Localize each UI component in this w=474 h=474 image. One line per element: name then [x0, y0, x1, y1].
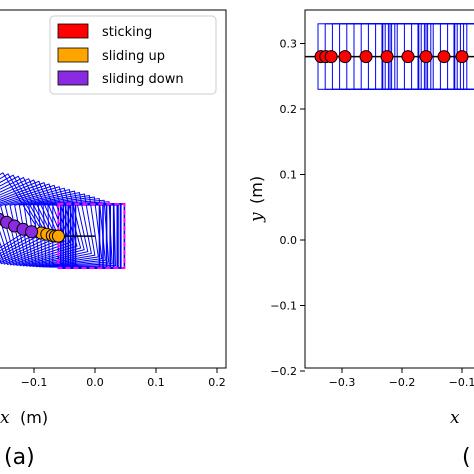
- data-point-sticking: [455, 50, 469, 64]
- data-point-sticking: [380, 50, 394, 64]
- panel-b-points: [314, 50, 469, 64]
- data-point-sticking: [419, 50, 433, 64]
- legend-box: [49, 15, 217, 95]
- x-tick-label: −0.3: [329, 376, 356, 389]
- pusher-box: [0, 182, 67, 265]
- pusher-box: [18, 193, 96, 267]
- data-point-sticking: [338, 50, 352, 64]
- legend-label-sticking: sticking: [102, 25, 152, 40]
- panel-a-points: [0, 212, 65, 243]
- panel-b-label: (: [462, 445, 471, 470]
- panel-b-ylabel-unit: (m): [247, 176, 266, 204]
- panel-b-x-ticks: −0.3−0.2−0.1−0: [329, 368, 474, 389]
- legend-swatch-sliding-down: [57, 70, 89, 86]
- data-point-sticking: [324, 50, 338, 64]
- data-point-sliding-up: [51, 229, 65, 243]
- legend-swatch-sliding-up: [57, 47, 89, 63]
- legend-swatch-sticking: [57, 23, 89, 39]
- panel-a-plot: −0.1 0.0 0.1 0.2 x (m) (a) sticking sliding…: [0, 9, 227, 470]
- panel-b-y-ticks: −0.2 −0.1 0.0 0.1 0.2 0.3: [270, 38, 305, 378]
- pusher-box: [0, 180, 64, 265]
- pusher-box: [0, 178, 56, 264]
- x-tick-label: −0.1: [449, 376, 474, 389]
- legend-label-sliding-down: sliding down: [102, 72, 184, 87]
- y-tick-label: 0.3: [280, 38, 298, 51]
- legend: sticking sliding up sliding down: [49, 15, 217, 95]
- y-tick-label: −0.2: [270, 365, 297, 378]
- panel-b-plot: −0.3−0.2−0.1−0 −0.2−0.10.00.10.20.3 y (m…: [247, 9, 474, 470]
- legend-label-sliding-up: sliding up: [102, 49, 165, 64]
- pusher-box: [0, 176, 52, 264]
- data-point-sticking: [437, 50, 451, 64]
- panel-a-frame: [0, 9, 227, 369]
- panel-b-frame: [304, 9, 474, 369]
- panel-a-x-ticks: −0.1 0.0 0.1 0.2: [21, 368, 226, 389]
- panel-a-xlabel-var: x: [0, 408, 10, 428]
- y-tick-label: 0.2: [280, 103, 298, 116]
- x-tick-label: −0.1: [21, 376, 48, 389]
- y-tick-label: −0.1: [270, 300, 297, 313]
- x-tick-label: 0.0: [86, 376, 104, 389]
- panel-a-label: (a): [4, 445, 35, 470]
- y-tick-label: 0.0: [280, 234, 298, 247]
- x-tick-label: −0.2: [389, 376, 416, 389]
- pusher-box: [4, 188, 85, 267]
- pusher-box: [0, 179, 60, 265]
- x-tick-label: 0.2: [208, 376, 226, 389]
- data-point-sticking: [359, 50, 373, 64]
- x-tick-label: 0.1: [147, 376, 165, 389]
- panel-a-xlabel-unit: (m): [20, 408, 48, 427]
- data-point-sticking: [401, 50, 415, 64]
- y-tick-label: 0.1: [280, 169, 298, 182]
- panel-b-xlabel-var: x: [450, 408, 460, 428]
- data-point-sliding-down: [25, 225, 39, 239]
- panel-b-ylabel-var: y: [247, 212, 267, 223]
- pusher-box: [9, 190, 89, 267]
